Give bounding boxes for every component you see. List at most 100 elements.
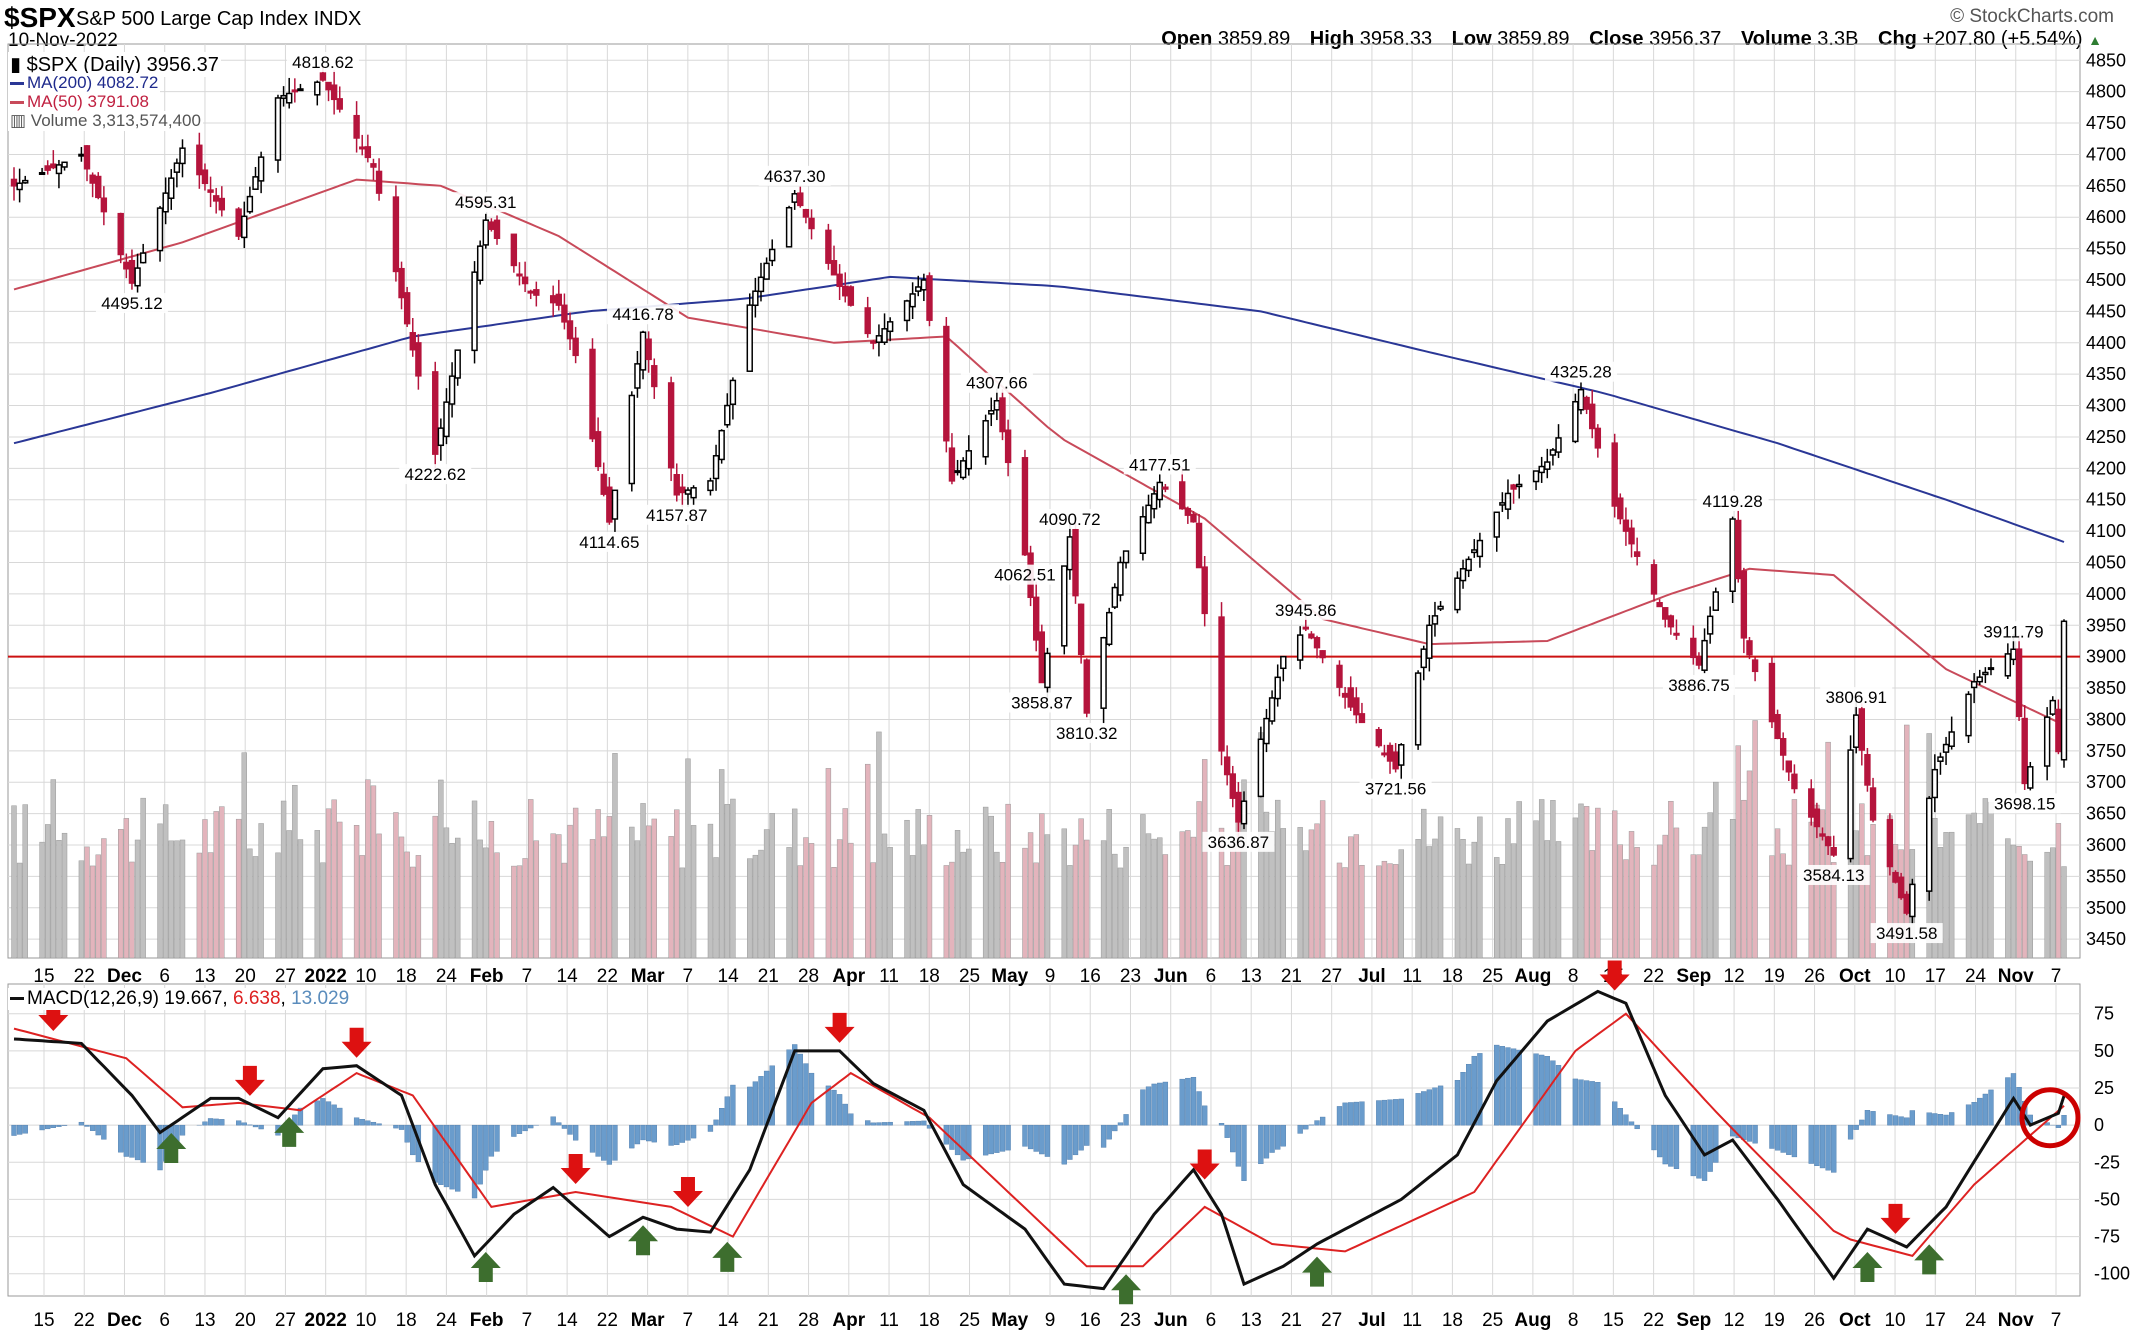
candle-body [1139,516,1147,555]
volume-bar [1786,864,1792,959]
candle-body [881,328,888,343]
x-tick-label: 11 [879,966,899,987]
volume-bar [909,855,916,959]
candle-body [1117,561,1124,596]
x-tick-label: Nov [1998,966,2034,987]
x-tick-label-macd: 10 [355,1310,376,1331]
price-label-bg [1797,864,1870,885]
candle-body [718,429,725,461]
x-tick-label: 27 [1321,966,1342,987]
macd-histogram-bar [634,1124,641,1145]
volume-bar [1280,828,1287,959]
candle-body [1594,427,1602,449]
price-label-bg [286,51,359,72]
macd-histogram-bar [494,1124,500,1152]
macd-histogram-bar [679,1124,686,1143]
price-tick-label: 4050 [2086,553,2126,573]
macd-histogram-bar [1039,1124,1045,1155]
x-tick-label: 17 [1925,966,1946,987]
candle-body [128,259,136,284]
volume-bar [556,834,562,959]
volume-bar [1752,720,1758,959]
candle-body [488,221,495,230]
volume-bar [1123,846,1129,959]
macd-histogram-bar [511,1124,517,1137]
x-tick-label-macd: May [991,1310,1028,1331]
x-tick-label-macd: 26 [1804,1310,1825,1331]
volume-bar [1465,863,1472,959]
candle-body [1897,876,1905,899]
candle-body [785,206,793,248]
exchange: INDX [313,8,362,30]
price-label-bg [640,504,713,525]
legend-ma50-text: MA(50) 3791.08 [27,92,149,111]
macd-histogram-bar [1319,1116,1326,1126]
volume-bar [1398,849,1404,959]
x-tick-label: 22 [597,966,618,987]
x-tick-label-macd: 23 [1120,1310,1141,1331]
macd-histogram-bar [1275,1124,1281,1150]
volume-bar [337,821,343,959]
candle-body [330,84,338,101]
macd-histogram-bar [1392,1099,1399,1126]
macd-histogram-bar [89,1124,96,1131]
volume-bar [275,852,281,959]
candle-body [1296,634,1304,661]
price-tick-label: 3900 [2086,647,2126,667]
volume-bar [1673,827,1680,959]
volume-bar [1112,853,1118,959]
candle-body [1392,751,1399,770]
macd-histogram-bar [1662,1124,1668,1165]
volume-bar [1376,865,1382,959]
stockcharts-credit[interactable]: © StockCharts.com [1950,6,2114,27]
macd-histogram-bar [1904,1117,1910,1126]
macd-histogram-bar [651,1124,657,1143]
volume-bar [247,848,253,959]
price-label: 4114.65 [579,533,639,552]
price-label-bg [449,192,522,213]
x-tick-label-macd: 2022 [305,1310,347,1331]
macd-histogram-bar [1348,1102,1354,1126]
x-tick-label-macd: 11 [879,1310,899,1331]
macd-panel-frame [7,983,2081,1297]
price-label-bg [1696,491,1769,512]
x-tick-label-macd: 24 [1965,1310,1987,1331]
sell-arrow-icon [824,1012,855,1043]
x-tick-label-macd: 24 [436,1310,458,1331]
volume-bar [1061,828,1067,959]
candle-body [1858,708,1866,751]
candle-body [903,300,911,322]
volume-bar [1224,865,1230,959]
x-tick-label-macd: 18 [1442,1310,1463,1331]
macd-histogram-bar [1303,1124,1309,1130]
x-tick-label: 18 [1442,966,1463,987]
volume-bar [393,812,399,959]
candle-body [173,162,181,173]
macd-histogram-bar [674,1124,680,1145]
macd-histogram-bar [95,1124,101,1136]
x-tick-label-macd: 18 [919,1310,940,1331]
volume-bar [129,861,135,959]
candle-body [988,410,995,415]
candle-icon: ▮ [10,54,22,76]
x-tick-label-macd: Feb [470,1310,504,1331]
volume-bar [747,858,753,959]
x-tick-label-macd: 18 [396,1310,417,1331]
volume-bar [1623,859,1629,959]
macd-histogram-bar [1656,1124,1663,1158]
x-tick-label: 10 [1884,966,1905,987]
macd-tick-label: -25 [2094,1152,2120,1172]
macd-histogram-bar [904,1121,910,1126]
candle-body [1516,483,1523,488]
volume-bar [370,785,377,959]
macd-histogram-bar [1746,1124,1753,1142]
macd-swatch-icon [10,997,24,1001]
macd-histogram-bar [730,1084,736,1126]
volume-bar [61,832,68,959]
candle-body [808,217,815,230]
volume-bar [511,865,517,959]
macd-histogram-bar [1668,1124,1674,1167]
price-label: 3636.87 [1208,833,1269,852]
volume-bar [831,867,837,959]
macd-histogram-bar [848,1113,854,1126]
